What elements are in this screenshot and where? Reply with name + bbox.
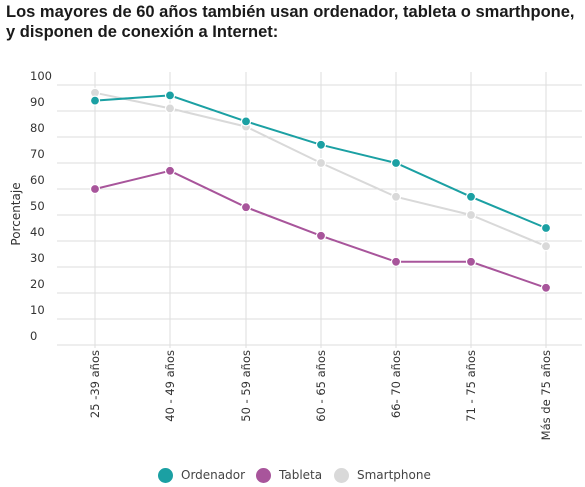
data-point-tableta bbox=[89, 183, 101, 195]
data-point-smartphone bbox=[540, 241, 552, 252]
data-point-tableta bbox=[390, 256, 402, 267]
data-point-ordenador bbox=[89, 95, 101, 106]
y-axis-title: Porcentaje bbox=[9, 182, 23, 245]
chart-title: Los mayores de 60 años también usan orde… bbox=[6, 2, 582, 42]
x-tick-label: 71 - 75 años bbox=[464, 350, 478, 422]
data-point-ordenador bbox=[315, 139, 327, 150]
y-tick-label: 100 bbox=[30, 69, 52, 83]
y-tick-label: 80 bbox=[30, 121, 45, 135]
data-point-ordenador bbox=[164, 90, 176, 101]
y-tick-label: 40 bbox=[30, 225, 45, 239]
chart-title-line-1: Los mayores de 60 años también usan orde… bbox=[6, 3, 575, 21]
y-tick-label: 0 bbox=[30, 329, 37, 343]
data-point-smartphone bbox=[465, 209, 477, 221]
y-tick-label: 30 bbox=[30, 251, 45, 265]
data-point-smartphone bbox=[390, 191, 402, 202]
data-point-tableta bbox=[240, 202, 252, 213]
y-tick-label: 50 bbox=[30, 199, 45, 213]
legend-label: Smartphone bbox=[357, 468, 431, 482]
data-point-ordenador bbox=[540, 222, 552, 234]
grid bbox=[57, 72, 582, 348]
legend-item-smartphone[interactable]: Smartphone bbox=[334, 465, 431, 485]
legend-marker bbox=[334, 467, 349, 483]
series bbox=[89, 87, 552, 293]
legend: Ordenador Tableta Smartphone bbox=[0, 465, 585, 487]
data-point-tableta bbox=[164, 165, 176, 176]
x-tick-label: 60 - 65 años bbox=[314, 350, 328, 422]
data-point-tableta bbox=[465, 256, 477, 267]
x-tick-label: 66- 70 años bbox=[389, 350, 403, 418]
x-axis-ticks: 25 -39 años 40 - 49 años 50 - 59 años 60 - … bbox=[88, 350, 553, 440]
y-tick-label: 20 bbox=[30, 277, 45, 291]
data-point-ordenador bbox=[240, 116, 252, 127]
x-tick-label: Más de 75 años bbox=[539, 350, 553, 440]
legend-marker bbox=[158, 467, 173, 483]
legend-label: Tableta bbox=[279, 468, 323, 482]
data-point-tableta bbox=[315, 230, 327, 241]
y-tick-label: 70 bbox=[30, 147, 45, 161]
y-tick-label: 60 bbox=[30, 173, 45, 187]
data-point-smartphone bbox=[164, 103, 176, 114]
legend-label: Ordenador bbox=[181, 468, 246, 482]
chart-title-line-2: y disponen de conexión a Internet: bbox=[6, 23, 279, 41]
legend-item-tableta[interactable]: Tableta bbox=[256, 465, 322, 485]
x-tick-label: 25 -39 años bbox=[88, 350, 102, 418]
legend-marker bbox=[256, 467, 271, 483]
y-tick-label: 10 bbox=[30, 303, 45, 317]
y-axis-ticks: 0 10 20 30 40 50 60 70 80 90 100 bbox=[30, 69, 52, 343]
x-tick-label: 40 - 49 años bbox=[163, 350, 177, 422]
x-tick-label: 50 - 59 años bbox=[239, 350, 253, 422]
y-tick-label: 90 bbox=[30, 95, 45, 109]
legend-item-ordenador[interactable]: Ordenador bbox=[158, 465, 245, 485]
data-point-smartphone bbox=[315, 157, 327, 169]
data-point-tableta bbox=[540, 282, 552, 293]
data-point-ordenador bbox=[390, 157, 402, 169]
data-point-ordenador bbox=[465, 191, 477, 202]
